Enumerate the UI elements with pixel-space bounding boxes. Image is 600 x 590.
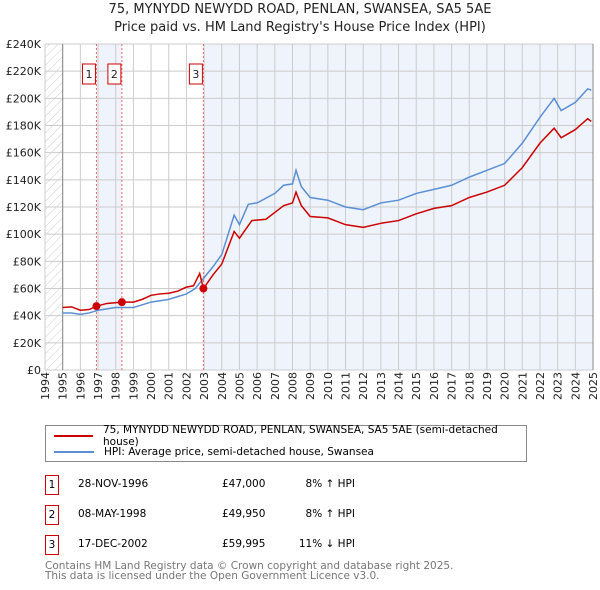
x-tick-label: 1997 <box>92 372 105 400</box>
x-tick-label: 2013 <box>375 372 388 400</box>
legend: 75, MYNYDD NEWYDD ROAD, PENLAN, SWANSEA,… <box>45 424 527 462</box>
chart-title: 75, MYNYDD NEWYDD ROAD, PENLAN, SWANSEA,… <box>108 2 492 17</box>
x-tick-label: 2015 <box>410 372 423 400</box>
x-tick-label: 2007 <box>269 372 282 400</box>
x-tick-label: 2006 <box>251 372 264 400</box>
x-tick-label: 1998 <box>110 372 123 400</box>
y-tick-label: £0 <box>27 364 41 377</box>
series-line <box>62 87 592 316</box>
legend-red-swatch <box>54 435 93 437</box>
x-tick-label: 2001 <box>163 372 176 400</box>
plot-area: 1 2 3 1994 1995 1996 1997 1998 1999 2000 2001 2002 2… <box>6 38 600 400</box>
x-tick-label: 2023 <box>552 372 565 400</box>
x-tick-label: 2019 <box>481 372 494 400</box>
x-tick-label: 2005 <box>233 372 246 400</box>
sale-price: £49,950 <box>222 508 266 520</box>
x-tick-label: 1999 <box>127 372 140 400</box>
x-tick-label: 1996 <box>74 372 87 400</box>
x-tick-label: 2018 <box>463 372 476 400</box>
sale-date: 08-MAY-1998 <box>78 508 147 520</box>
x-tick-label: 2024 <box>569 372 582 400</box>
sale-point <box>199 284 208 293</box>
x-tick-label: 2025 <box>587 372 600 400</box>
x-tick-label: 2022 <box>534 372 547 400</box>
footer-line-1: Contains HM Land Registry data © Crown c… <box>45 560 454 572</box>
y-tick-label: £20K <box>13 337 42 350</box>
sale-point <box>117 298 126 307</box>
y-tick-label: £100K <box>6 228 42 241</box>
y-tick-label: £60K <box>13 283 42 296</box>
sale-hpi-diff: 8% ↑ HPI <box>305 478 355 490</box>
sale-hpi-diff: 8% ↑ HPI <box>305 508 355 520</box>
x-tick-label: 1995 <box>57 372 70 400</box>
x-tick-label: 1994 <box>39 372 52 400</box>
legend-blue-swatch <box>54 451 94 453</box>
y-tick-label: £240K <box>6 38 42 51</box>
footer-line-2: This data is licensed under the Open Gov… <box>45 570 380 582</box>
sale-point <box>92 302 101 311</box>
sale-price: £59,995 <box>222 538 266 550</box>
y-tick-label: £120K <box>6 201 42 214</box>
sale-number: 3 <box>45 535 59 555</box>
sale-label-box <box>81 63 96 85</box>
sale-date: 28-NOV-1996 <box>78 478 149 490</box>
x-tick-label: 2003 <box>198 372 211 400</box>
x-tick-label: 2000 <box>145 372 158 400</box>
x-tick-label: 2017 <box>446 372 459 400</box>
x-tick-label: 2020 <box>499 372 512 400</box>
y-tick-label: £160K <box>6 147 42 160</box>
y-tick-label: £200K <box>6 92 42 105</box>
y-tick-label: £40K <box>13 310 42 323</box>
x-tick-label: 2008 <box>286 372 299 400</box>
sale-date: 17-DEC-2002 <box>78 538 148 550</box>
chart-subtitle: Price paid vs. HM Land Registry's House … <box>114 20 486 35</box>
x-tick-label: 2011 <box>340 372 353 400</box>
sale-label-box <box>188 63 203 85</box>
sale-price: £47,000 <box>222 478 266 490</box>
y-tick-label: £80K <box>13 255 42 268</box>
x-tick-label: 2004 <box>216 372 229 400</box>
x-tick-label: 2010 <box>322 372 335 400</box>
x-tick-label: 2016 <box>428 372 441 400</box>
legend-property: 75, MYNYDD NEWYDD ROAD, PENLAN, SWANSEA,… <box>103 424 498 448</box>
legend-hpi: HPI: Average price, semi-detached house,… <box>104 446 374 458</box>
y-tick-label: £180K <box>6 120 42 133</box>
x-tick-label: 2009 <box>304 372 317 400</box>
sale-label: 3 <box>192 68 199 81</box>
sale-hpi-diff: 11% ↓ HPI <box>298 538 355 550</box>
x-tick-label: 2014 <box>393 372 406 400</box>
sale-number: 2 <box>45 505 59 525</box>
sale-label: 1 <box>85 68 92 81</box>
x-tick-label: 2021 <box>516 372 529 400</box>
y-tick-label: £220K <box>6 65 42 78</box>
sale-label: 2 <box>111 68 118 81</box>
x-tick-label: 2012 <box>357 372 370 400</box>
sale-label-box <box>107 63 122 85</box>
x-tick-label: 2002 <box>180 372 193 400</box>
y-tick-label: £140K <box>6 174 42 187</box>
sale-number: 1 <box>45 475 59 495</box>
series-line <box>62 117 592 311</box>
